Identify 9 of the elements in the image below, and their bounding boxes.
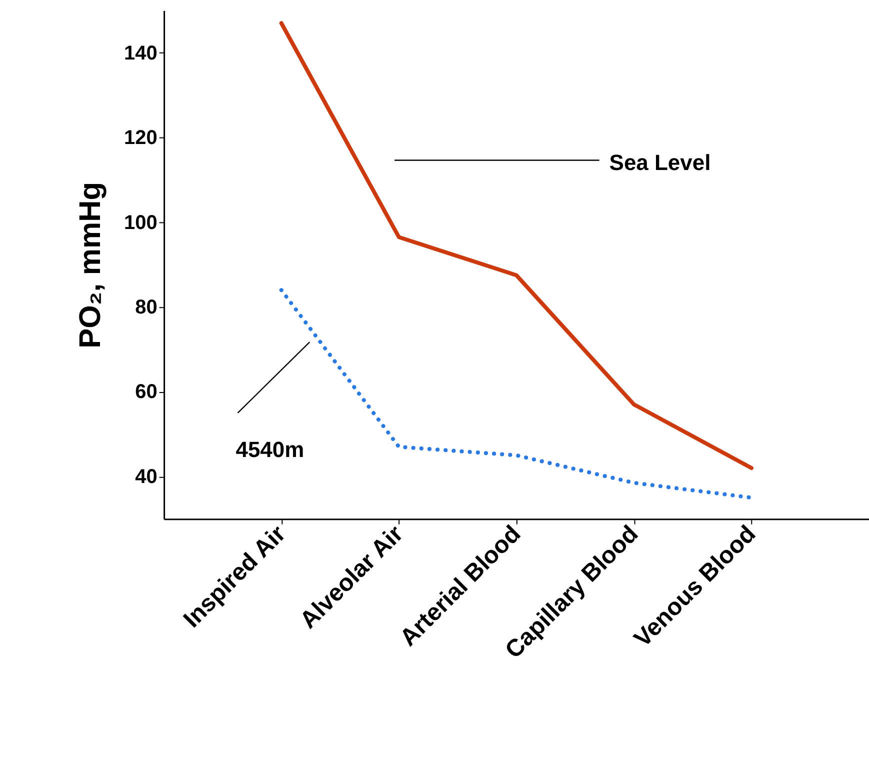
y-tick-label: 120 (124, 127, 158, 150)
y-tick-label: 80 (135, 296, 158, 318)
y-tick-label: 140 (124, 42, 158, 64)
y-tick-label: 60 (135, 381, 158, 404)
annotation: Sea Level (609, 150, 711, 176)
y-axis-title: PO₂, mmHg (74, 182, 108, 348)
annotation: 4540m (236, 436, 304, 462)
y-tick-label: 100 (124, 212, 158, 234)
y-tick-label: 40 (135, 466, 158, 488)
